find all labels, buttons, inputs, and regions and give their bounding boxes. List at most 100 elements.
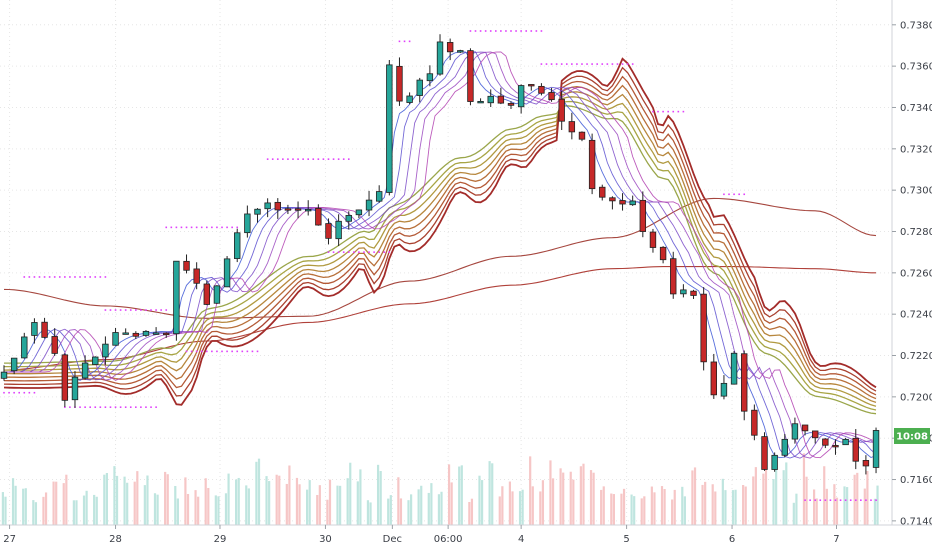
sar-dot <box>368 251 370 253</box>
price-axis[interactable]: 0.714000.716000.718000.720000.722000.724… <box>892 20 932 527</box>
candle-body <box>639 199 647 232</box>
sar-dot <box>378 251 380 253</box>
sar-dot <box>256 350 259 353</box>
sar-dot <box>114 309 117 311</box>
candle-body <box>528 84 535 87</box>
volume-bar <box>873 498 877 525</box>
candle-body <box>223 258 231 288</box>
sar-dot <box>297 158 299 160</box>
volume-bar <box>245 485 248 525</box>
sar-dot <box>236 350 239 353</box>
volume-bar <box>275 474 278 525</box>
candle <box>386 59 393 196</box>
volume-bar <box>399 498 403 525</box>
volume-bar <box>853 474 856 525</box>
sar-dot <box>809 499 811 501</box>
candle-body <box>21 336 28 359</box>
candle-body <box>599 186 606 198</box>
sar-dot <box>129 406 132 408</box>
volume-bar <box>255 461 258 525</box>
volume-bar <box>843 486 846 525</box>
candle <box>375 185 383 203</box>
sar-dot <box>545 63 548 65</box>
candle-body <box>507 103 515 106</box>
sar-dot <box>231 350 233 353</box>
candle-body <box>548 92 555 101</box>
time-axis-label: Dec <box>383 534 402 545</box>
candle-body <box>872 430 880 468</box>
candle <box>751 404 758 441</box>
volume-bar <box>336 485 339 525</box>
candle <box>842 437 849 446</box>
candle <box>21 332 28 359</box>
time-axis[interactable]: 27 28 29 30 Dec 06:00 4 5 6 7 <box>3 525 840 545</box>
sar-dot <box>804 499 806 501</box>
volume-bar <box>247 488 250 525</box>
volume-bar <box>115 475 119 525</box>
time-axis-label: 27 <box>3 534 16 545</box>
candle-body <box>680 289 687 295</box>
candle-body <box>426 73 434 82</box>
volume-bar <box>295 477 299 525</box>
sar-dot <box>170 226 173 229</box>
sar-dot <box>251 350 254 353</box>
volume-bar <box>701 484 704 525</box>
sar-dot <box>505 30 507 32</box>
sar-dot <box>140 309 142 311</box>
candle-body <box>578 131 586 140</box>
sar-dot <box>190 226 193 229</box>
sar-dot <box>221 226 223 229</box>
candle <box>294 201 302 219</box>
candle-body <box>487 95 494 104</box>
candle <box>365 190 373 217</box>
sar-dot <box>48 276 51 278</box>
sar-dot <box>723 193 725 196</box>
volume-bar <box>772 479 775 525</box>
volume-bar <box>541 480 545 525</box>
sar-dot <box>99 406 102 408</box>
volume-bar <box>846 487 849 525</box>
sar-dot <box>226 350 228 353</box>
candle-body <box>193 268 200 284</box>
grid-lines <box>0 0 892 525</box>
time-axis-label: 6 <box>729 534 735 545</box>
candle <box>548 87 555 102</box>
volume-bar <box>562 472 565 525</box>
sar-dot <box>195 226 198 229</box>
volume-bar <box>508 481 511 525</box>
candle-body <box>862 460 870 467</box>
volume-bar <box>123 476 126 525</box>
sar-dot <box>474 30 477 32</box>
sar-dot <box>124 406 127 408</box>
candle-body <box>801 424 809 432</box>
candle <box>0 365 8 381</box>
volume-bar <box>478 475 481 525</box>
volume-bar <box>742 485 745 525</box>
sar-dot <box>23 276 26 278</box>
sar-dot <box>79 276 81 278</box>
candle-body <box>771 454 778 470</box>
volume-bar <box>671 499 674 525</box>
sar-dot <box>581 63 583 65</box>
volume-bar <box>640 498 643 525</box>
volume-bar <box>470 498 474 525</box>
sar-dot <box>469 30 472 32</box>
candle <box>872 427 880 474</box>
volume-bar <box>582 463 585 525</box>
candle-body <box>163 332 170 336</box>
volume-bar <box>288 465 291 525</box>
sar-dot <box>839 499 842 501</box>
volume-bar <box>450 482 453 525</box>
volume-bar <box>430 483 433 525</box>
candle-body <box>183 260 190 271</box>
volume-bar <box>673 489 676 525</box>
sar-dot <box>616 63 619 65</box>
time-axis-label: 5 <box>623 534 629 545</box>
sar-dot <box>99 276 102 278</box>
candle-body <box>315 207 322 226</box>
sar-dot <box>525 30 528 32</box>
sar-dot <box>814 499 816 501</box>
sar-dot <box>165 309 168 311</box>
